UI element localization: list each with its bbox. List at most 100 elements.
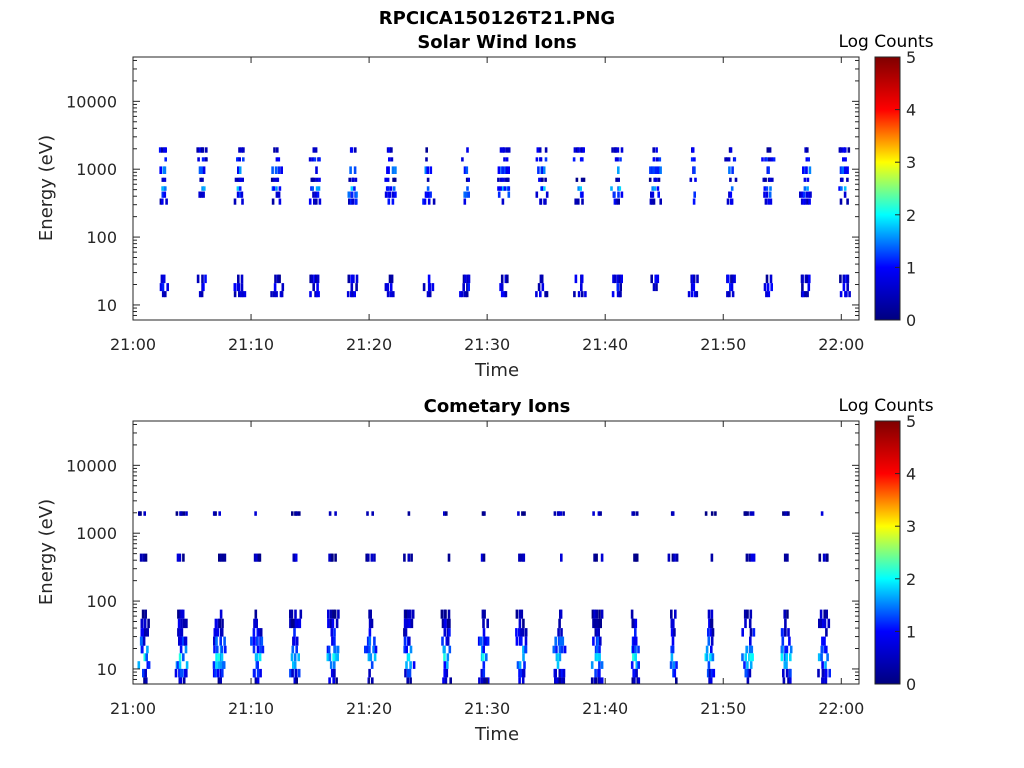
cometary-ions-count-cell [637,645,640,654]
solar-wind-ions-count-cell [541,177,544,182]
solar-wind-ions-count-cell [275,291,278,298]
solar-wind-ions-count-cell [202,283,205,292]
solar-wind-ions-count-cell [761,157,764,162]
cometary-ions-count-cell [328,511,332,516]
cometary-ions-count-cell [560,668,564,678]
cometary-ions-count-cell [298,618,302,629]
solar-wind-ions-count-cell [313,177,316,182]
cometary-ions-count-cell [562,668,566,678]
solar-wind-ions-count-cell [387,186,390,191]
cometary-ions-count-cell [783,661,787,669]
solar-wind-ions-count-cell [770,283,773,292]
cometary-ions-count-cell [366,511,369,516]
cometary-ions-count-cell [714,511,717,516]
cometary-ions-count-cell [410,553,413,562]
cometary-ions-count-cell [828,668,831,678]
cometary-ions-count-cell [404,628,408,637]
solar-wind-ions-count-cell [390,157,394,162]
solar-wind-ions-count-cell [543,186,546,191]
solar-wind-ions-count-cell [805,166,808,174]
solar-wind-ions-count-cell [499,177,503,182]
cometary-ions-count-cell [521,511,524,516]
solar-wind-ions-count-cell [507,147,511,153]
cometary-ions-count-cell [252,636,256,646]
cometary-ions-count-cell [443,653,446,662]
solar-wind-ions-count-cell [202,191,205,198]
solar-wind-ions-count-cell [465,191,468,198]
cometary-ions-count-cell [710,636,714,646]
solar-wind-ions-count-cell [620,274,623,284]
cometary-ions-count-cell [368,668,371,678]
cometary-ions-count-cell [179,677,183,684]
solar-wind-ions-count-cell [240,291,243,298]
solar-wind-ions-count-cell [201,177,204,182]
cometary-ions-count-cell [745,645,748,654]
solar-wind-ions-count-cell [733,157,737,162]
cometary-ions-count-cell [708,668,712,678]
cometary-ions-count-cell [634,653,637,662]
solar-wind-ions-count-cell [422,198,425,205]
solar-wind-ions-count-cell [842,283,846,292]
solar-wind-ions-count-cell [545,191,549,198]
cometary-ions-count-cell [672,618,675,629]
solar-wind-ions-x-tick-label: 22:00 [818,335,864,354]
solar-wind-ions-count-cell [278,186,282,191]
solar-wind-ions-count-cell [387,191,391,198]
solar-wind-ions-count-cell [386,147,390,153]
cometary-ions-count-cell [406,609,410,619]
solar-wind-ions-count-cell [241,177,244,182]
solar-wind-ions-count-cell [806,147,809,153]
solar-wind-ions-count-cell [613,198,617,205]
solar-wind-ions-count-cell [387,166,390,174]
solar-wind-ions-count-cell [310,274,314,284]
solar-wind-ions-count-cell [429,191,432,198]
solar-wind-ions-count-cell [616,157,619,162]
cometary-ions-count-cell [253,668,256,678]
solar-wind-ions-count-cell [315,166,318,174]
cometary-ions-count-cell [825,609,828,619]
solar-wind-ions-count-cell [692,198,696,205]
cometary-ions-count-cell [409,677,412,684]
cometary-ions-count-cell [218,511,221,516]
solar-wind-ions-count-cell [276,177,280,182]
solar-wind-ions-count-cell [196,147,199,153]
cometary-ions-colorbar: Log Counts 0 1 2 3 4 5 [838,396,933,694]
solar-wind-ions-count-cell [581,191,584,198]
cometary-ions-count-cell [634,553,638,562]
cometary-ions-count-cell [671,645,675,654]
cometary-ions-count-cell [258,653,262,662]
solar-wind-ions-count-cell [580,274,584,284]
solar-wind-ions-count-cell [351,177,355,182]
solar-wind-ions-count-cell [201,186,204,191]
solar-wind-ions-count-cell [313,274,316,284]
solar-wind-ions-count-cell [766,147,770,153]
cometary-ions-count-cell [482,668,486,678]
cometary-ions-count-cell [180,609,183,619]
solar-wind-ions-count-cell [766,283,770,292]
cometary-ions-count-cell [443,645,446,654]
solar-wind-ions-count-cell [238,291,241,298]
cometary-ions-count-cell [821,668,825,678]
solar-wind-ions-count-cell [612,274,615,284]
solar-wind-ions-count-cell [619,291,622,298]
solar-wind-ions-count-cell [507,177,510,182]
solar-wind-ions-count-cell [692,274,696,284]
cometary-ions-count-cell [221,668,224,678]
cometary-ions-count-cell [633,677,636,684]
solar-wind-ions-count-cell [278,198,282,205]
cometary-ions-count-cell [631,645,635,654]
cometary-ions-count-cell [331,636,334,646]
cometary-ions-count-cell [293,677,297,684]
cometary-ions-x-tick-label: 21:10 [228,699,274,718]
cometary-ions-count-cell [522,653,525,662]
solar-wind-ions-count-cell [690,291,694,298]
cometary-ions-count-cell [295,677,298,684]
solar-wind-ions-count-cell [422,283,426,292]
solar-wind-ions-count-cell [161,198,164,205]
solar-wind-ions-count-cell [275,186,278,191]
cometary-ions-count-cell [289,618,292,629]
solar-wind-ions-count-cell [497,191,501,198]
cometary-ions-count-cell [710,618,714,629]
solar-wind-ions-count-cell [388,191,392,198]
